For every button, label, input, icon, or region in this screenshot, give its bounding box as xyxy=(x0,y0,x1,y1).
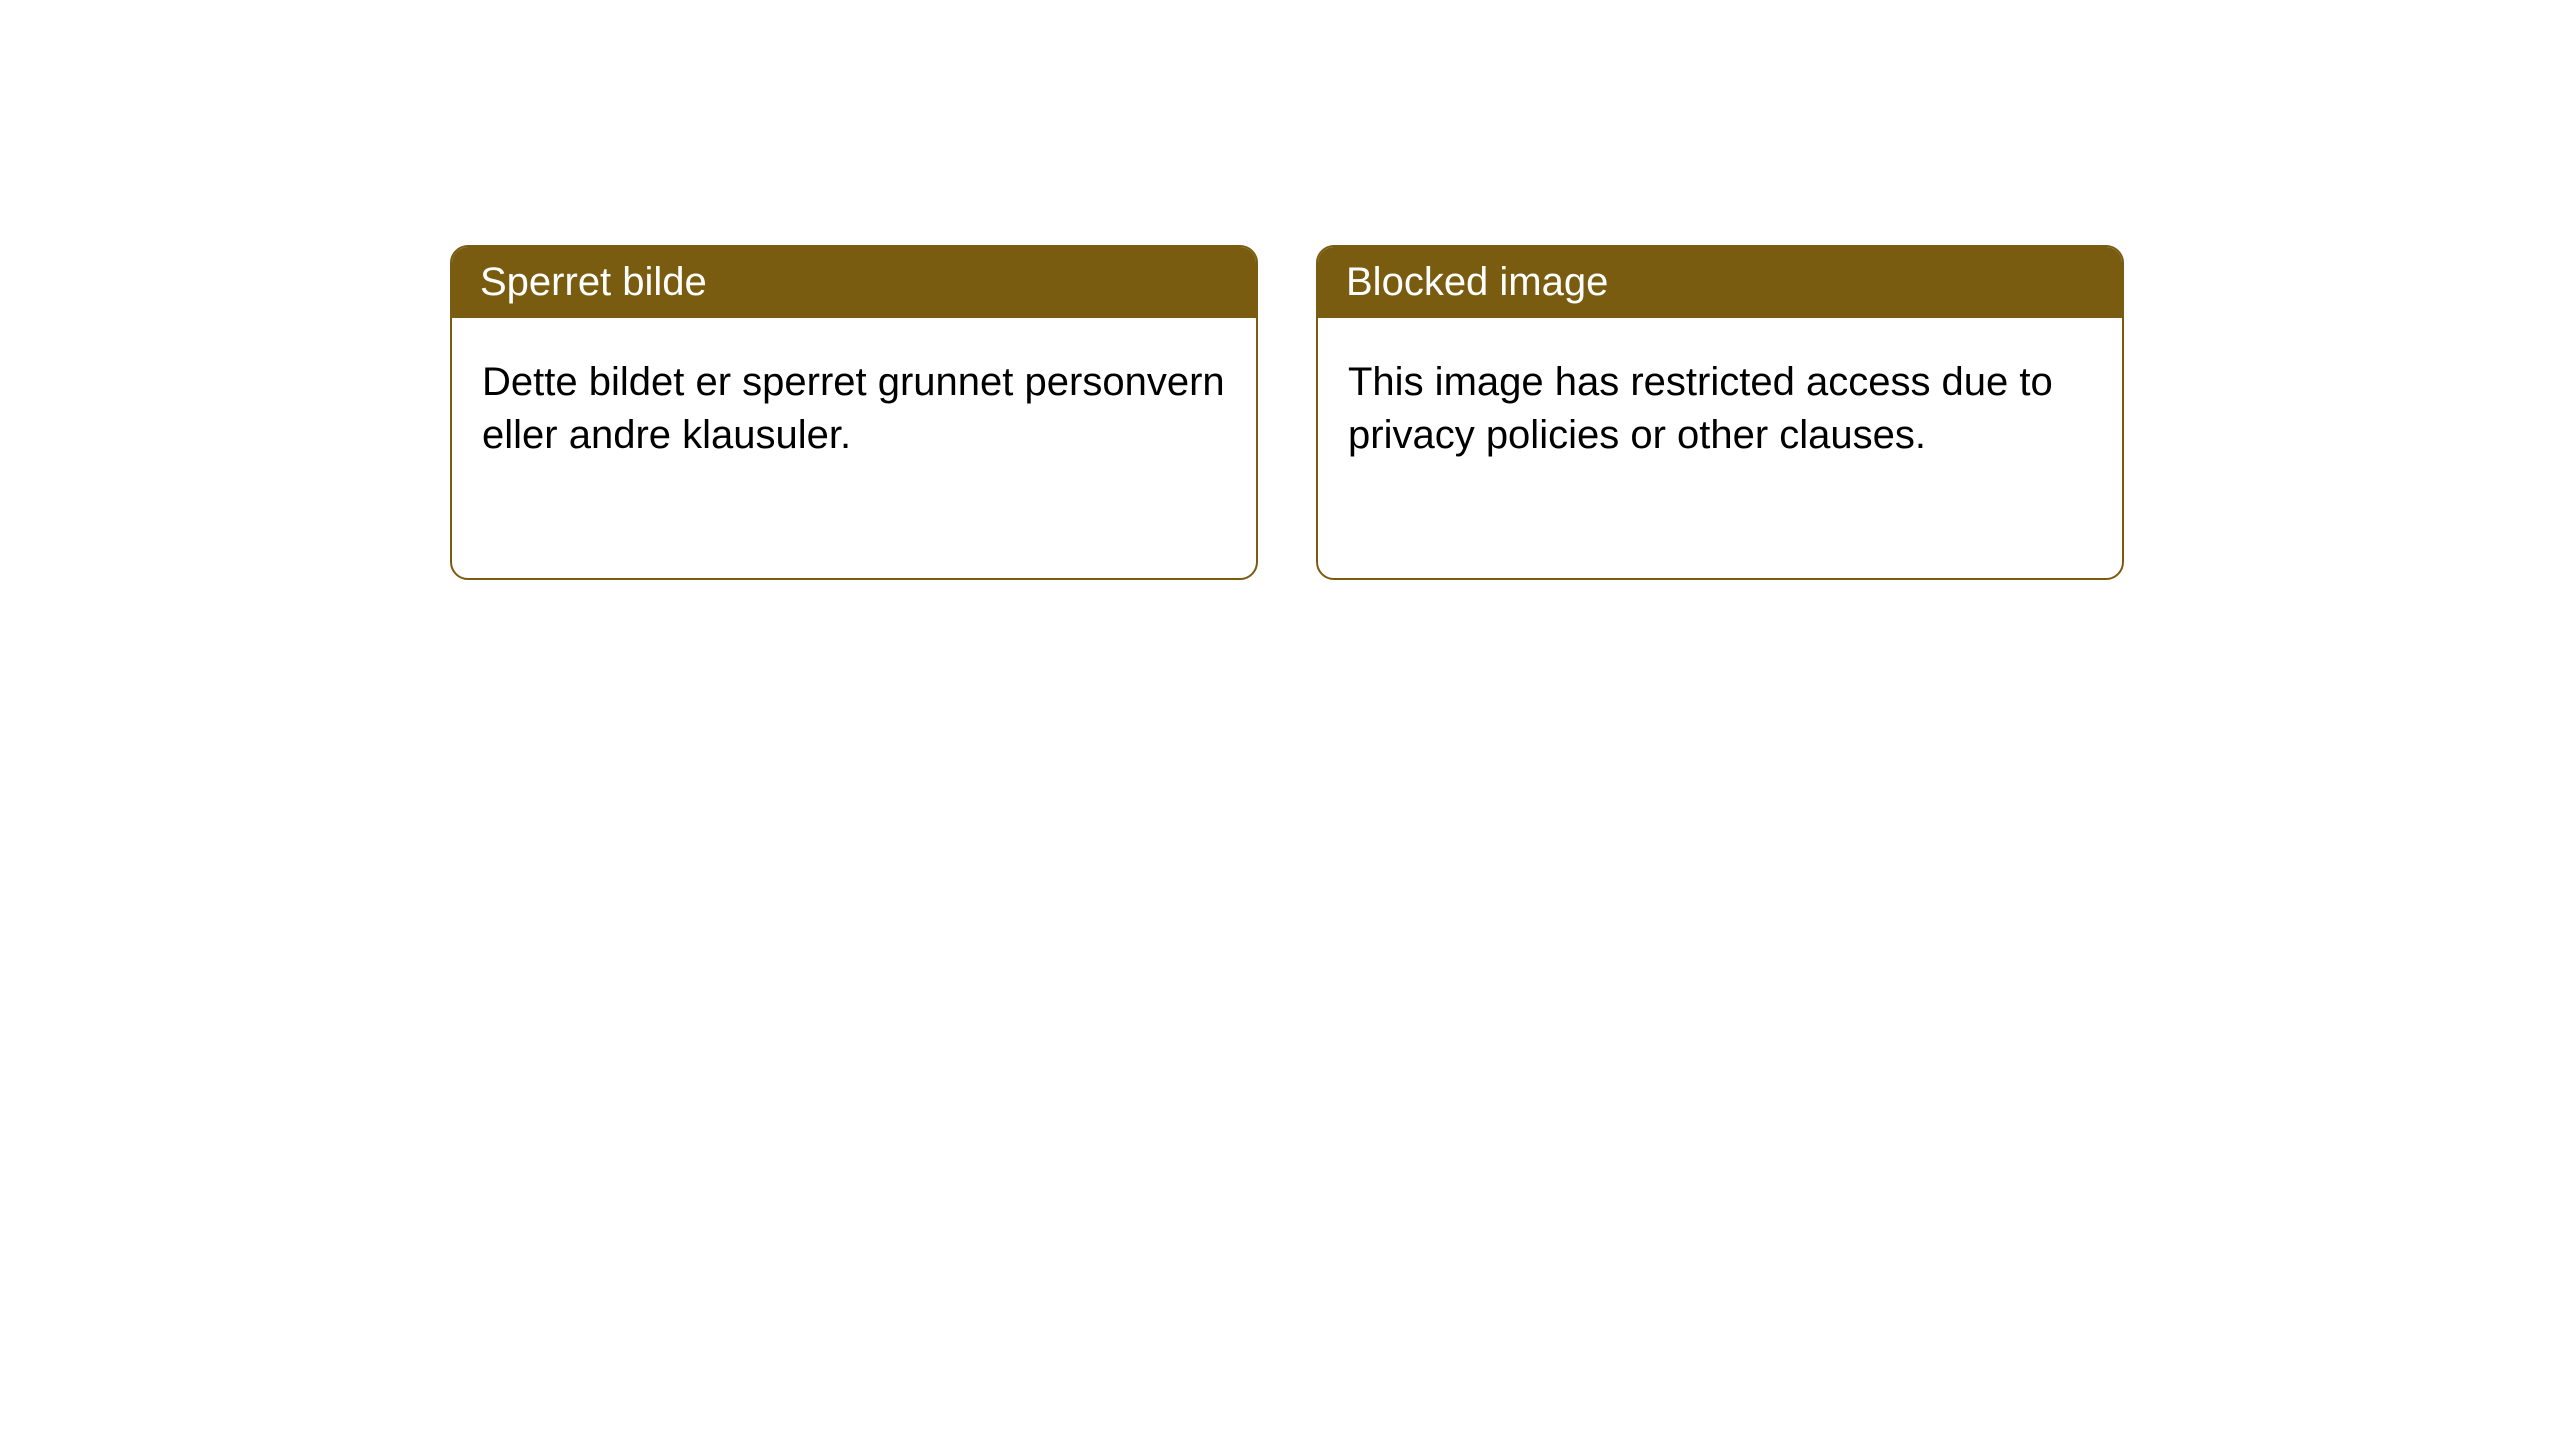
notice-header: Sperret bilde xyxy=(452,247,1256,318)
notice-title: Sperret bilde xyxy=(480,260,707,304)
notice-card-english: Blocked image This image has restricted … xyxy=(1316,245,2124,580)
notice-card-norwegian: Sperret bilde Dette bildet er sperret gr… xyxy=(450,245,1258,580)
notice-body-text: Dette bildet er sperret grunnet personve… xyxy=(482,360,1225,457)
notice-header: Blocked image xyxy=(1318,247,2122,318)
notice-title: Blocked image xyxy=(1346,260,1608,304)
notice-body-text: This image has restricted access due to … xyxy=(1348,360,2053,457)
notice-body: This image has restricted access due to … xyxy=(1318,318,2122,500)
notice-body: Dette bildet er sperret grunnet personve… xyxy=(452,318,1256,500)
notice-container: Sperret bilde Dette bildet er sperret gr… xyxy=(0,0,2560,580)
